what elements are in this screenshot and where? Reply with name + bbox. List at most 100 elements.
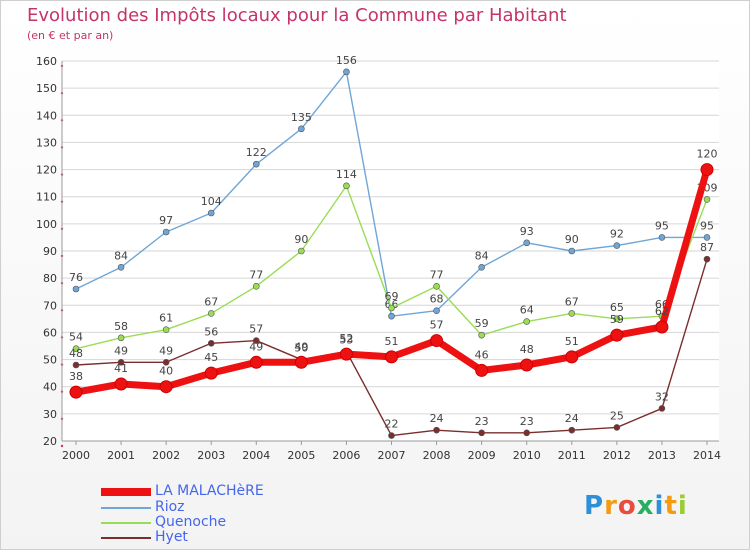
data-label: 90 xyxy=(565,233,579,246)
data-label: 49 xyxy=(114,344,128,357)
data-point xyxy=(475,363,489,377)
data-label: 51 xyxy=(385,335,399,348)
logo-letter: i xyxy=(654,491,665,521)
y-minor-dot xyxy=(60,444,64,448)
data-label: 92 xyxy=(610,228,624,241)
data-label: 62 xyxy=(655,305,669,318)
data-point xyxy=(610,328,624,342)
data-label: 69 xyxy=(385,290,399,303)
data-point xyxy=(162,326,170,334)
y-tick-label: 90 xyxy=(43,245,57,258)
data-point xyxy=(204,366,218,380)
data-label: 122 xyxy=(246,146,267,159)
data-label: 51 xyxy=(565,335,579,348)
data-point xyxy=(613,424,621,431)
data-label: 58 xyxy=(114,320,128,333)
data-point xyxy=(298,247,305,255)
data-label: 41 xyxy=(114,362,128,375)
logo-letter: r xyxy=(604,491,618,521)
data-point xyxy=(69,385,83,399)
data-label: 38 xyxy=(69,370,83,383)
data-point xyxy=(339,347,353,361)
data-point xyxy=(478,331,485,339)
y-tick-label: 20 xyxy=(43,435,57,448)
data-point xyxy=(433,426,440,434)
data-label: 24 xyxy=(430,412,444,425)
data-point xyxy=(658,234,666,241)
data-point xyxy=(298,125,305,133)
data-point xyxy=(565,350,579,364)
legend-label: Rioz xyxy=(155,499,185,515)
data-point xyxy=(117,334,125,342)
data-label: 120 xyxy=(697,148,718,161)
x-tick-label: 2013 xyxy=(648,449,676,462)
data-label: 49 xyxy=(249,340,263,353)
data-point xyxy=(72,345,80,353)
data-point xyxy=(478,429,485,437)
data-label: 49 xyxy=(159,344,173,357)
data-label: 135 xyxy=(291,111,312,124)
data-point xyxy=(249,355,263,369)
legend-label: Hyet xyxy=(155,529,188,545)
y-tick-label: 50 xyxy=(43,354,57,367)
data-label: 84 xyxy=(475,249,489,262)
data-label: 45 xyxy=(204,351,218,364)
data-point xyxy=(433,282,440,290)
data-label: 48 xyxy=(69,347,83,360)
data-label: 64 xyxy=(520,304,534,317)
y-tick-label: 130 xyxy=(36,136,57,149)
data-point xyxy=(207,209,215,217)
y-tick-label: 80 xyxy=(43,272,57,285)
data-label: 65 xyxy=(610,301,624,314)
x-tick-label: 2001 xyxy=(107,449,135,462)
data-label: 57 xyxy=(249,323,263,336)
x-tick-label: 2000 xyxy=(62,449,90,462)
x-tick-label: 2009 xyxy=(468,449,496,462)
chart-title: Evolution des Impôts locaux pour la Comm… xyxy=(27,5,567,26)
data-label: 114 xyxy=(336,168,357,181)
data-label: 50 xyxy=(294,342,308,355)
data-label: 46 xyxy=(475,348,489,361)
data-point xyxy=(703,196,711,203)
data-label: 61 xyxy=(159,312,173,325)
data-point xyxy=(294,355,308,369)
y-tick-label: 160 xyxy=(36,55,57,68)
data-label: 52 xyxy=(339,332,353,345)
data-label: 90 xyxy=(294,233,308,246)
data-point xyxy=(703,255,711,263)
x-tick-label: 2007 xyxy=(378,449,406,462)
data-point xyxy=(252,337,260,344)
data-point xyxy=(388,312,395,320)
x-tick-label: 2010 xyxy=(513,449,541,462)
legend-label: Quenoche xyxy=(155,514,227,530)
data-point xyxy=(700,163,714,177)
data-point xyxy=(388,432,395,439)
data-label: 49 xyxy=(294,340,308,353)
y-tick-label: 150 xyxy=(36,82,57,95)
data-label: 48 xyxy=(520,343,534,356)
data-point xyxy=(520,358,534,372)
data-point xyxy=(343,182,350,190)
data-label: 104 xyxy=(201,195,222,208)
data-label: 76 xyxy=(69,271,83,284)
data-point xyxy=(430,334,444,348)
data-label: 59 xyxy=(610,313,624,326)
data-label: 97 xyxy=(159,214,173,227)
data-point xyxy=(114,377,128,391)
data-point xyxy=(523,429,531,437)
data-point xyxy=(523,239,531,247)
data-point xyxy=(478,263,485,271)
data-point xyxy=(568,247,576,255)
x-tick-label: 2008 xyxy=(423,449,451,462)
y-tick-label: 40 xyxy=(43,381,57,394)
data-point xyxy=(72,285,80,293)
y-tick-label: 70 xyxy=(43,299,57,312)
data-point xyxy=(162,358,170,366)
proxiti-logo: Proxiti xyxy=(584,491,688,521)
data-point xyxy=(658,405,666,412)
x-tick-label: 2006 xyxy=(332,449,360,462)
data-label: 24 xyxy=(565,412,579,425)
y-tick-label: 60 xyxy=(43,326,57,339)
x-tick-label: 2014 xyxy=(693,449,721,462)
